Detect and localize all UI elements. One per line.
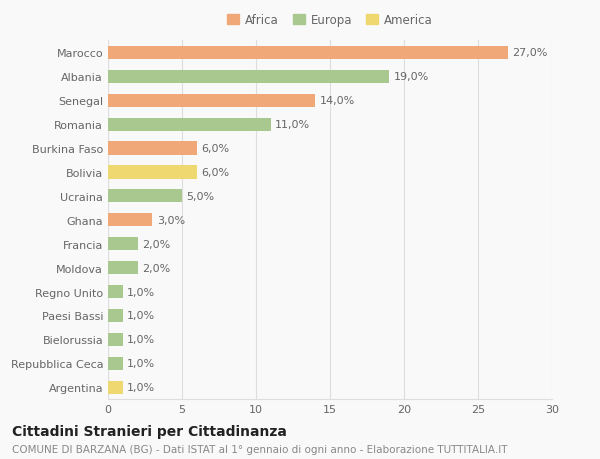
Bar — [108, 285, 123, 298]
Bar — [108, 142, 197, 155]
Text: Cittadini Stranieri per Cittadinanza: Cittadini Stranieri per Cittadinanza — [12, 425, 287, 438]
Bar — [108, 333, 123, 346]
Bar — [108, 262, 137, 274]
Text: 2,0%: 2,0% — [142, 239, 170, 249]
Legend: Africa, Europa, America: Africa, Europa, America — [223, 10, 437, 32]
Text: 6,0%: 6,0% — [201, 168, 229, 178]
Text: 19,0%: 19,0% — [394, 72, 429, 82]
Text: 1,0%: 1,0% — [127, 287, 155, 297]
Text: 1,0%: 1,0% — [127, 335, 155, 345]
Text: 3,0%: 3,0% — [157, 215, 185, 225]
Bar — [108, 238, 137, 251]
Text: 11,0%: 11,0% — [275, 120, 310, 130]
Text: 14,0%: 14,0% — [320, 96, 355, 106]
Bar — [108, 166, 197, 179]
Bar — [108, 190, 182, 203]
Text: 1,0%: 1,0% — [127, 358, 155, 369]
Bar — [108, 95, 315, 107]
Text: 6,0%: 6,0% — [201, 144, 229, 154]
Text: 27,0%: 27,0% — [512, 48, 547, 58]
Text: 2,0%: 2,0% — [142, 263, 170, 273]
Bar — [108, 47, 508, 60]
Text: 5,0%: 5,0% — [187, 191, 215, 202]
Bar — [108, 381, 123, 394]
Bar — [108, 71, 389, 84]
Bar — [108, 214, 152, 227]
Bar — [108, 118, 271, 131]
Bar — [108, 309, 123, 322]
Text: COMUNE DI BARZANA (BG) - Dati ISTAT al 1° gennaio di ogni anno - Elaborazione TU: COMUNE DI BARZANA (BG) - Dati ISTAT al 1… — [12, 444, 508, 454]
Text: 1,0%: 1,0% — [127, 382, 155, 392]
Text: 1,0%: 1,0% — [127, 311, 155, 321]
Bar — [108, 357, 123, 370]
